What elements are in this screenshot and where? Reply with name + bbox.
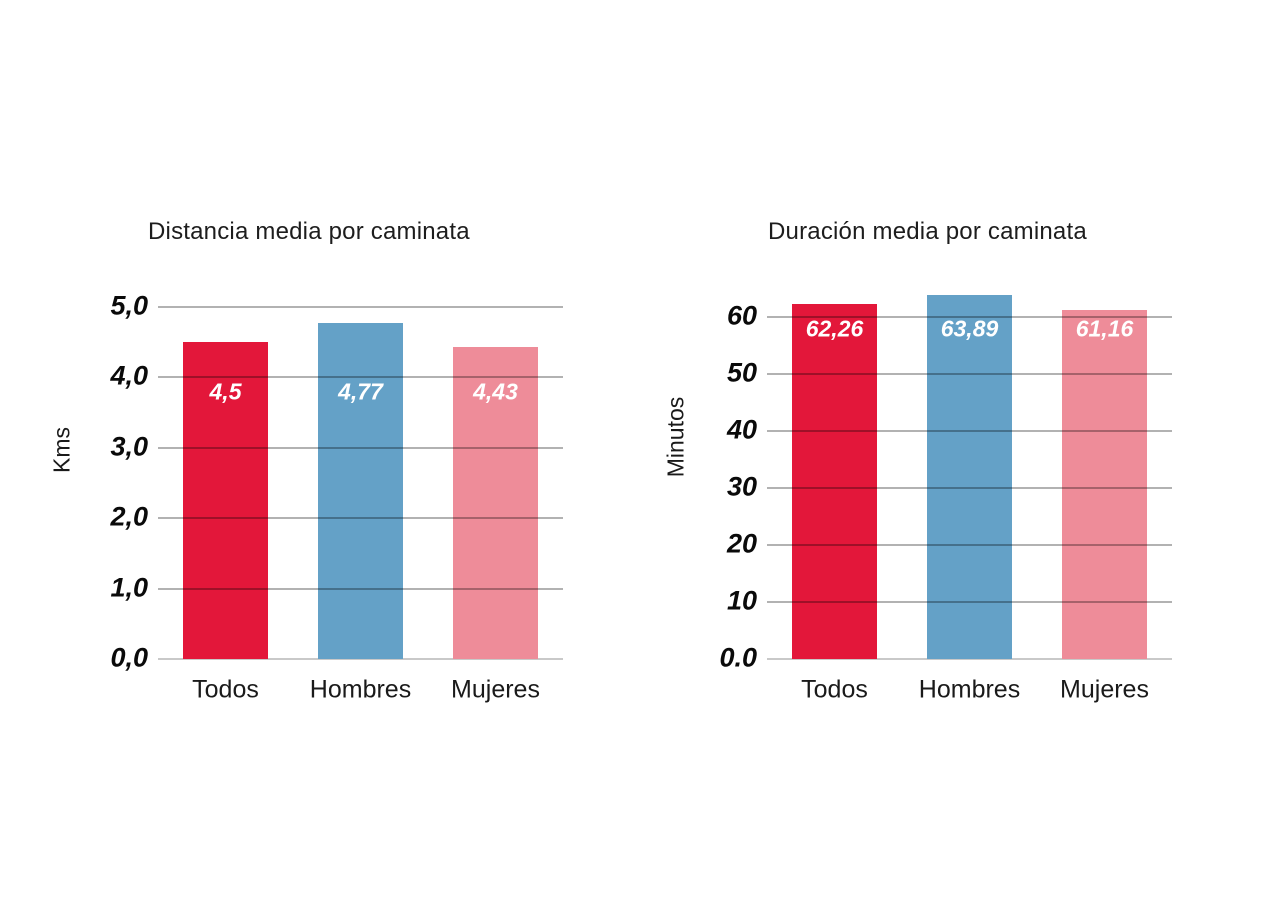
- y-tick-label-0: 0,0: [110, 642, 148, 673]
- y-tick-label-0: 0.0: [719, 642, 757, 673]
- chart-title-duracion: Duración media por caminata: [768, 218, 1087, 245]
- y-tick-label-1: 1,0: [110, 572, 148, 603]
- x-category-label-hombres: Hombres: [918, 675, 1021, 704]
- y-tick-label-4: 4,0: [110, 360, 148, 391]
- gridline-y-40: [767, 430, 1172, 432]
- gridline-y-10: [767, 601, 1172, 603]
- gridline-y-1: [158, 588, 563, 590]
- y-tick-label-30: 30: [726, 471, 757, 502]
- bar-mujeres: [1062, 310, 1147, 659]
- x-axis-baseline: [158, 658, 563, 660]
- bar-value-label-mujeres: 4,43: [473, 378, 518, 405]
- y-tick-label-2: 2,0: [110, 501, 148, 532]
- bar-hombres: [318, 323, 403, 659]
- bar-todos: [792, 304, 877, 659]
- bar-value-label-hombres: 63,89: [940, 315, 999, 342]
- gridline-y-2: [158, 517, 563, 519]
- gridline-y-60: [767, 316, 1172, 318]
- y-axis-title-minutos: Minutos: [662, 396, 689, 478]
- x-category-label-hombres: Hombres: [309, 675, 412, 704]
- x-category-label-mujeres: Mujeres: [1060, 675, 1149, 704]
- bar-todos: [183, 342, 268, 659]
- bar-value-label-mujeres: 61,16: [1075, 315, 1134, 342]
- gridline-y-3: [158, 447, 563, 449]
- bar-value-label-hombres: 4,77: [338, 378, 383, 405]
- bar-value-label-todos: 4,5: [209, 378, 242, 405]
- x-category-label-todos: Todos: [192, 675, 259, 704]
- gridline-y-30: [767, 487, 1172, 489]
- y-tick-label-40: 40: [726, 414, 757, 445]
- bar-value-label-todos: 62,26: [805, 315, 864, 342]
- chart-title-distancia: Distancia media por caminata: [148, 218, 470, 245]
- x-category-label-todos: Todos: [801, 675, 868, 704]
- x-axis-baseline: [767, 658, 1172, 660]
- bar-mujeres: [453, 347, 538, 659]
- y-tick-label-5: 5,0: [110, 290, 148, 321]
- y-tick-label-3: 3,0: [110, 431, 148, 462]
- gridline-y-4: [158, 376, 563, 378]
- y-tick-label-50: 50: [726, 357, 757, 388]
- gridline-y-20: [767, 544, 1172, 546]
- x-category-label-mujeres: Mujeres: [451, 675, 540, 704]
- y-tick-label-10: 10: [726, 585, 757, 616]
- bar-hombres: [927, 295, 1012, 659]
- y-tick-label-60: 60: [726, 300, 757, 331]
- y-axis-title-kms: Kms: [48, 427, 75, 473]
- y-tick-label-20: 20: [726, 528, 757, 559]
- gridline-y-50: [767, 373, 1172, 375]
- gridline-y-5: [158, 306, 563, 308]
